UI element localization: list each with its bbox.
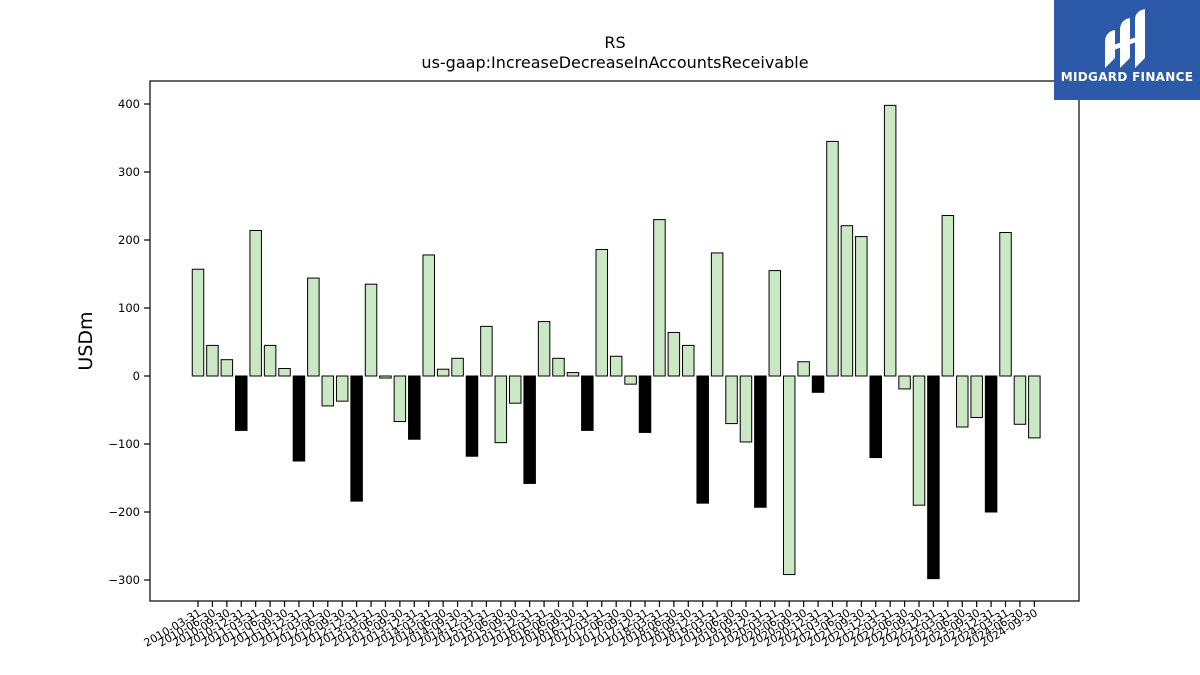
- y-tick-label: −300: [108, 573, 140, 587]
- x-axis: 2010-03-312010-06-302010-09-302010-12-31…: [142, 601, 1040, 650]
- y-tick-label: −200: [108, 505, 140, 519]
- bar-2018-06-30: [667, 331, 681, 377]
- bar-2018-03-31: [653, 219, 666, 377]
- bar-2010-03-31: [191, 268, 205, 377]
- y-tick-label: 100: [118, 301, 140, 315]
- bar-2022-03-31: [883, 104, 897, 377]
- bars-group: [191, 104, 1041, 580]
- bar-2011-09-30: [278, 368, 291, 377]
- bar-2011-12-31: [292, 375, 306, 462]
- bar-2017-03-31: [595, 249, 609, 377]
- bar-2020-12-31: [811, 375, 825, 393]
- bar-2023-03-31: [941, 215, 955, 377]
- bar-2022-12-31: [927, 375, 940, 580]
- bar-2011-03-31: [249, 229, 262, 377]
- bar-2011-06-30: [263, 344, 277, 377]
- bar-2014-09-30: [451, 357, 464, 377]
- bar-2012-06-30: [321, 375, 335, 407]
- bar-2012-12-31: [350, 375, 363, 502]
- bar-2010-09-30: [220, 359, 234, 377]
- bar-2015-06-30: [494, 375, 508, 444]
- bar-2019-03-31: [710, 252, 724, 377]
- bar-2013-09-30: [393, 375, 407, 423]
- bar-2017-06-30: [609, 355, 623, 377]
- bar-2019-09-30: [739, 375, 753, 443]
- bar-2023-12-31: [984, 375, 998, 513]
- bar-2024-06-30: [1013, 375, 1027, 425]
- bar-2022-06-30: [898, 375, 911, 390]
- bar-2016-12-31: [581, 375, 594, 431]
- bar-2021-09-30: [855, 236, 868, 377]
- bar-2012-03-31: [307, 277, 320, 377]
- chart-title: RS: [604, 33, 625, 52]
- bar-2016-09-30: [566, 372, 580, 377]
- bar-2015-12-31: [523, 375, 536, 484]
- bar-2012-09-30: [335, 375, 349, 402]
- bar-2021-06-30: [840, 225, 854, 377]
- bar-2018-09-30: [682, 344, 695, 377]
- bar-2020-09-30: [797, 361, 810, 377]
- brand-name: MIDGARD FINANCE: [1060, 70, 1194, 84]
- bar-2019-06-30: [725, 375, 738, 425]
- y-tick-label: 200: [118, 233, 140, 247]
- y-axis-label: USDm: [75, 311, 97, 370]
- y-tick-label: −100: [108, 437, 140, 451]
- bar-2020-03-31: [768, 270, 782, 377]
- bar-2020-06-30: [782, 375, 796, 576]
- bar-2024-03-31: [999, 232, 1012, 377]
- brand-mark-icon: [1105, 9, 1145, 68]
- chart-subtitle: us-gaap:IncreaseDecreaseInAccountsReceiv…: [421, 53, 808, 72]
- bar-2017-09-30: [624, 375, 637, 385]
- bar-2021-03-31: [826, 140, 839, 377]
- bar-2014-03-31: [422, 254, 435, 377]
- bar-2015-09-30: [508, 375, 522, 404]
- bar-2013-03-31: [364, 283, 378, 377]
- bar-2013-06-30: [379, 375, 392, 379]
- bar-2014-12-31: [465, 375, 479, 457]
- bar-2015-03-31: [480, 325, 493, 377]
- y-tick-label: 0: [133, 369, 140, 383]
- bar-2013-12-31: [408, 375, 421, 440]
- y-tick-label: 300: [118, 165, 140, 179]
- bar-2018-12-31: [696, 375, 709, 504]
- bar-2024-09-30: [1028, 375, 1041, 439]
- bar-2010-06-30: [206, 344, 219, 377]
- bar-2010-12-31: [235, 375, 248, 431]
- bar-2016-03-31: [537, 321, 551, 377]
- bar-2021-12-31: [869, 375, 882, 459]
- bar-2022-09-30: [912, 375, 926, 506]
- y-axis: 400 300 200 100 0 −100 −200 −300: [108, 97, 150, 587]
- bar-2019-12-31: [754, 375, 767, 508]
- brand-logo: MIDGARD FINANCE: [1054, 0, 1200, 100]
- bar-2023-06-30: [956, 375, 969, 428]
- bar-2014-06-30: [436, 368, 450, 377]
- y-tick-label: 400: [118, 97, 140, 111]
- bar-2016-06-30: [552, 357, 565, 377]
- plot-area-frame: [149, 80, 1080, 602]
- bar-2017-12-31: [638, 375, 652, 433]
- bar-2023-09-30: [970, 375, 983, 418]
